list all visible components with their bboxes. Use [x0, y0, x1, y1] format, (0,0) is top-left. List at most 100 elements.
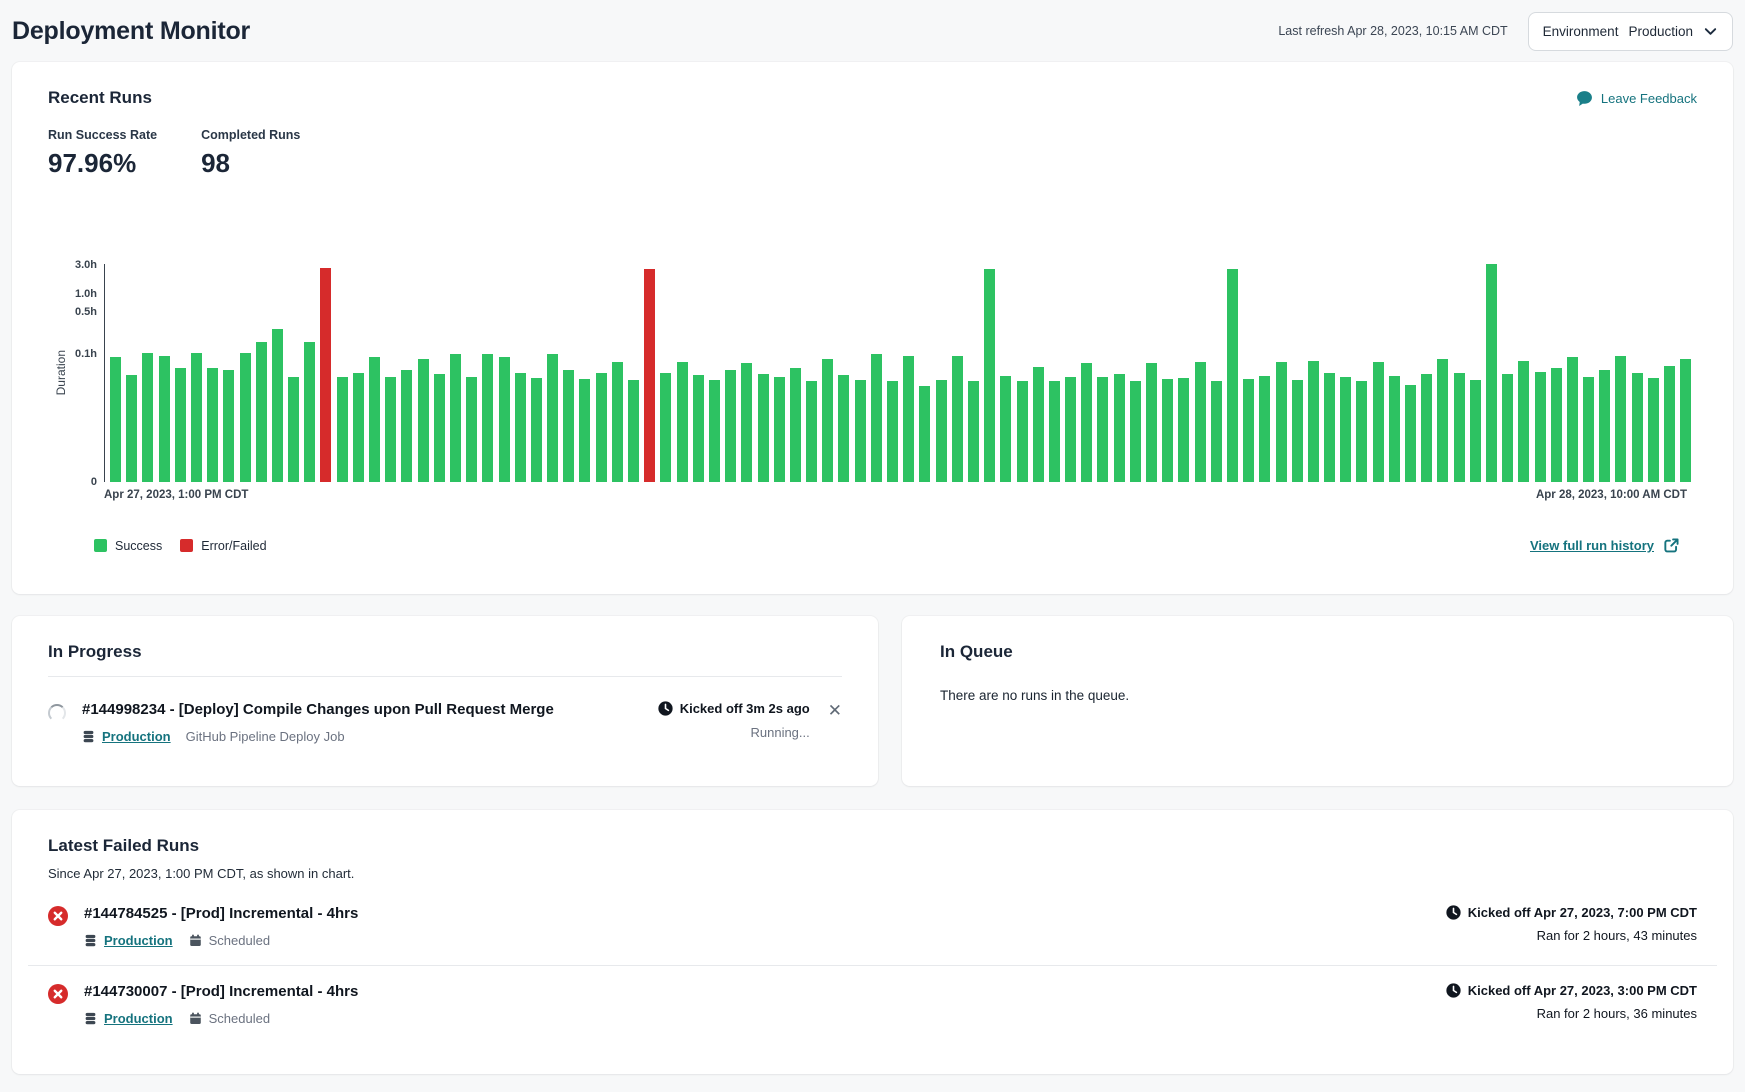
environment-link[interactable]: Production	[102, 729, 171, 744]
run-bar-success[interactable]	[741, 363, 752, 482]
run-bar-success[interactable]	[1454, 373, 1465, 482]
run-bar-success[interactable]	[337, 377, 348, 482]
run-bar-success[interactable]	[612, 362, 623, 482]
run-bar-success[interactable]	[499, 357, 510, 482]
run-bar-success[interactable]	[126, 375, 137, 482]
run-bar-success[interactable]	[1664, 366, 1675, 482]
run-bar-success[interactable]	[984, 269, 995, 482]
run-bar-success[interactable]	[563, 370, 574, 482]
run-bar-success[interactable]	[1680, 359, 1691, 482]
run-bar-success[interactable]	[1178, 378, 1189, 482]
run-bar-success[interactable]	[385, 377, 396, 482]
run-bar-success[interactable]	[1437, 359, 1448, 482]
run-bar-success[interactable]	[418, 359, 429, 482]
run-bar-success[interactable]	[579, 379, 590, 482]
run-bar-success[interactable]	[547, 354, 558, 482]
run-bar-success[interactable]	[628, 380, 639, 482]
run-bar-success[interactable]	[272, 329, 283, 482]
run-bar-success[interactable]	[774, 377, 785, 482]
run-bar-success[interactable]	[1389, 376, 1400, 482]
environment-link[interactable]: Production	[104, 933, 173, 948]
run-bar-success[interactable]	[660, 373, 671, 482]
run-bar-success[interactable]	[596, 373, 607, 482]
run-bar-success[interactable]	[175, 368, 186, 482]
run-bar-success[interactable]	[1162, 379, 1173, 482]
run-bar-success[interactable]	[952, 356, 963, 482]
run-bar-success[interactable]	[1114, 374, 1125, 482]
run-bar-success[interactable]	[1033, 367, 1044, 482]
run-bar-success[interactable]	[434, 374, 445, 482]
run-bar-success[interactable]	[1583, 377, 1594, 482]
run-bar-success[interactable]	[1502, 374, 1513, 482]
run-bar-success[interactable]	[1097, 377, 1108, 482]
run-bar-success[interactable]	[304, 342, 315, 482]
run-bar-success[interactable]	[1292, 380, 1303, 482]
run-bar-success[interactable]	[482, 354, 493, 482]
run-bar-success[interactable]	[709, 380, 720, 482]
run-bar-success[interactable]	[1324, 373, 1335, 482]
run-bar-success[interactable]	[1081, 363, 1092, 482]
run-bar-success[interactable]	[515, 373, 526, 482]
run-bar-success[interactable]	[838, 375, 849, 482]
environment-link[interactable]: Production	[104, 1011, 173, 1026]
environment-dropdown[interactable]: Environment Production	[1528, 12, 1733, 51]
run-bar-success[interactable]	[1195, 362, 1206, 482]
leave-feedback-link[interactable]: Leave Feedback	[1576, 90, 1697, 107]
run-bar-success[interactable]	[1017, 381, 1028, 482]
run-bar-success[interactable]	[1551, 368, 1562, 482]
run-bar-success[interactable]	[693, 375, 704, 482]
run-bar-success[interactable]	[1615, 356, 1626, 482]
run-bar-success[interactable]	[725, 370, 736, 482]
run-bar-success[interactable]	[677, 362, 688, 482]
run-bar-success[interactable]	[1049, 381, 1060, 483]
run-bar-success[interactable]	[1308, 361, 1319, 482]
run-bar-success[interactable]	[1276, 362, 1287, 482]
run-bar-success[interactable]	[855, 380, 866, 482]
run-bar-success[interactable]	[919, 386, 930, 482]
run-bar-failed[interactable]	[644, 269, 655, 482]
run-bar-success[interactable]	[1000, 376, 1011, 482]
run-bar-success[interactable]	[1535, 372, 1546, 483]
run-bar-success[interactable]	[806, 381, 817, 483]
run-bar-success[interactable]	[1065, 377, 1076, 483]
close-icon[interactable]: ✕	[828, 702, 842, 719]
run-bar-success[interactable]	[1146, 363, 1157, 482]
run-bar-success[interactable]	[1259, 376, 1270, 482]
run-bar-success[interactable]	[1130, 381, 1141, 483]
view-full-run-history-link[interactable]: View full run history	[1530, 537, 1680, 554]
run-bar-success[interactable]	[1486, 264, 1497, 482]
run-bar-success[interactable]	[191, 353, 202, 482]
run-bar-success[interactable]	[159, 356, 170, 482]
run-bar-success[interactable]	[450, 354, 461, 482]
run-bar-success[interactable]	[1243, 379, 1254, 482]
run-bar-success[interactable]	[240, 353, 251, 482]
run-bar-failed[interactable]	[320, 268, 331, 482]
run-bar-success[interactable]	[110, 357, 121, 482]
run-bar-success[interactable]	[466, 377, 477, 482]
run-bar-success[interactable]	[1567, 357, 1578, 482]
run-bar-success[interactable]	[369, 357, 380, 482]
run-bar-success[interactable]	[887, 381, 898, 483]
run-bar-success[interactable]	[1632, 373, 1643, 482]
run-bar-success[interactable]	[207, 368, 218, 482]
run-bar-success[interactable]	[1405, 385, 1416, 482]
run-bar-success[interactable]	[531, 378, 542, 482]
run-bar-success[interactable]	[903, 356, 914, 482]
run-bar-success[interactable]	[1340, 377, 1351, 482]
run-bar-success[interactable]	[1648, 378, 1659, 482]
run-bar-success[interactable]	[968, 381, 979, 483]
run-bar-success[interactable]	[223, 370, 234, 482]
run-bar-success[interactable]	[401, 370, 412, 482]
run-bar-success[interactable]	[256, 342, 267, 482]
run-bar-success[interactable]	[288, 377, 299, 482]
run-bar-success[interactable]	[822, 359, 833, 482]
run-bar-success[interactable]	[353, 373, 364, 482]
run-bar-success[interactable]	[1227, 269, 1238, 482]
run-bar-success[interactable]	[1373, 362, 1384, 482]
run-bar-success[interactable]	[758, 374, 769, 482]
run-bar-success[interactable]	[871, 354, 882, 482]
run-bar-success[interactable]	[1470, 380, 1481, 482]
run-bar-success[interactable]	[936, 380, 947, 482]
run-bar-success[interactable]	[142, 353, 153, 482]
run-bar-success[interactable]	[1356, 381, 1367, 482]
